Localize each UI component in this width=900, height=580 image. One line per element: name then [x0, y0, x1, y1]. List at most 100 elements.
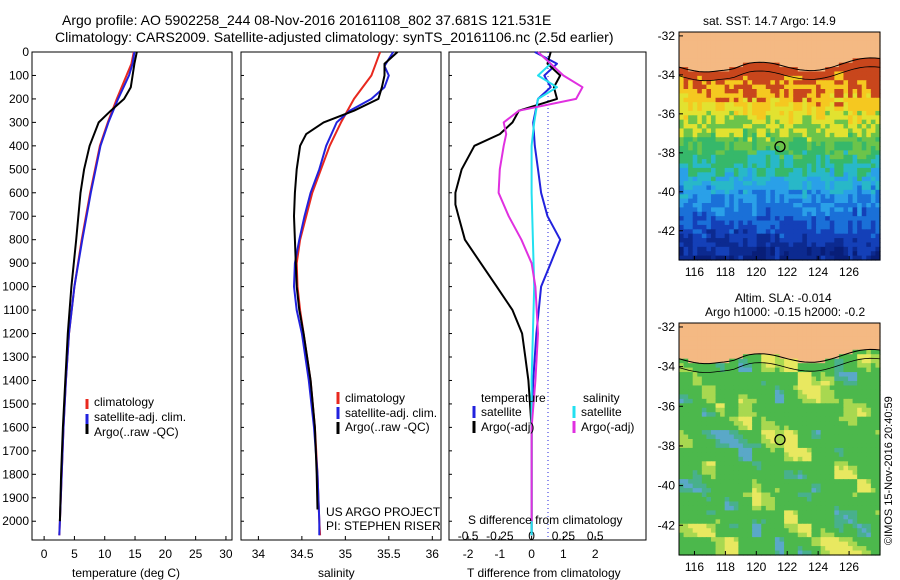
ocean-cell	[774, 381, 781, 387]
ocean-cell	[742, 185, 749, 191]
ocean-cell	[715, 394, 721, 400]
ocean-cell	[701, 389, 708, 395]
ocean-cell	[784, 97, 790, 103]
ocean-cell	[756, 550, 762, 556]
ocean-cell	[733, 519, 739, 525]
ocean-cell	[875, 211, 881, 217]
ocean-cell	[733, 106, 739, 112]
land-cell	[706, 45, 712, 51]
ocean-cell	[816, 514, 822, 520]
ocean-cell	[829, 425, 835, 431]
ocean-cell	[765, 537, 771, 543]
ocean-cell	[756, 141, 762, 147]
ocean-cell	[843, 246, 849, 252]
ocean-cell	[843, 163, 849, 169]
ocean-cell	[770, 372, 776, 378]
ocean-cell	[724, 430, 730, 436]
ocean-cell	[806, 224, 813, 230]
land-cell	[852, 340, 858, 346]
ocean-cell	[784, 203, 790, 208]
ocean-cell	[724, 93, 730, 99]
ocean-cell	[742, 124, 749, 130]
ocean-cell	[825, 189, 831, 195]
ocean-cell	[875, 110, 881, 116]
land-cell	[834, 323, 840, 329]
ocean-cell	[843, 119, 849, 125]
ocean-cell	[793, 372, 799, 378]
ocean-cell	[683, 528, 689, 534]
ocean-cell	[761, 97, 767, 103]
ocean-cell	[806, 519, 813, 525]
ocean-cell	[784, 465, 790, 471]
land-cell	[806, 327, 813, 333]
ocean-cell	[724, 398, 730, 404]
ocean-cell	[861, 75, 867, 81]
ocean-cell	[774, 159, 781, 165]
land-cell	[811, 49, 817, 55]
ocean-cell	[829, 389, 835, 395]
ocean-cell	[761, 505, 767, 511]
ocean-cell	[706, 456, 712, 462]
ocean-cell	[710, 514, 717, 520]
ocean-cell	[701, 163, 708, 169]
ocean-cell	[679, 461, 685, 467]
land-cell	[834, 327, 840, 333]
ocean-cell	[724, 546, 730, 552]
ocean-cell	[848, 207, 854, 213]
ocean-cell	[701, 470, 708, 476]
ocean-cell	[688, 207, 694, 213]
ocean-cell	[857, 430, 863, 436]
ocean-cell	[729, 67, 735, 73]
ocean-cell	[756, 497, 762, 503]
ocean-cell	[692, 363, 698, 369]
ocean-cell	[806, 207, 813, 213]
ocean-cell	[848, 416, 854, 422]
ocean-cell	[857, 220, 863, 226]
ocean-cell	[774, 141, 781, 147]
ocean-cell	[875, 124, 881, 130]
ocean-cell	[683, 80, 689, 86]
ocean-cell	[724, 474, 730, 480]
ocean-cell	[738, 488, 744, 494]
ocean-cell	[825, 439, 831, 445]
ocean-cell	[770, 146, 776, 151]
land-cell	[683, 336, 689, 342]
ocean-cell	[793, 376, 799, 382]
ocean-cell	[765, 181, 771, 187]
ocean-cell	[688, 497, 694, 503]
ocean-cell	[875, 137, 881, 143]
ocean-cell	[797, 403, 803, 409]
land-cell	[779, 345, 785, 351]
ocean-cell	[742, 115, 749, 121]
ocean-cell	[683, 497, 689, 503]
ocean-cell	[710, 80, 717, 86]
ocean-cell	[729, 163, 735, 169]
ocean-cell	[875, 483, 881, 489]
ocean-cell	[825, 447, 831, 453]
ocean-cell	[793, 492, 799, 498]
ocean-cell	[679, 176, 685, 182]
ocean-cell	[825, 452, 831, 458]
ocean-cell	[784, 220, 790, 226]
ocean-cell	[697, 75, 703, 81]
ocean-cell	[829, 97, 835, 103]
ocean-cell	[770, 443, 776, 449]
ocean-cell	[774, 224, 781, 230]
ocean-cell	[729, 407, 735, 413]
ocean-cell	[861, 198, 867, 204]
ocean-cell	[724, 381, 730, 387]
land-cell	[756, 58, 762, 64]
ocean-cell	[848, 385, 854, 391]
ocean-cell	[742, 501, 749, 507]
ocean-cell	[793, 514, 799, 520]
ocean-cell	[875, 181, 881, 187]
ocean-cell	[816, 497, 822, 503]
land-cell	[797, 323, 803, 329]
ocean-cell	[838, 546, 845, 552]
land-cell	[715, 40, 721, 46]
ocean-cell	[834, 398, 840, 404]
ocean-cell	[729, 492, 735, 498]
ocean-cell	[706, 115, 712, 121]
ocean-cell	[692, 84, 698, 90]
ocean-cell	[697, 172, 703, 178]
